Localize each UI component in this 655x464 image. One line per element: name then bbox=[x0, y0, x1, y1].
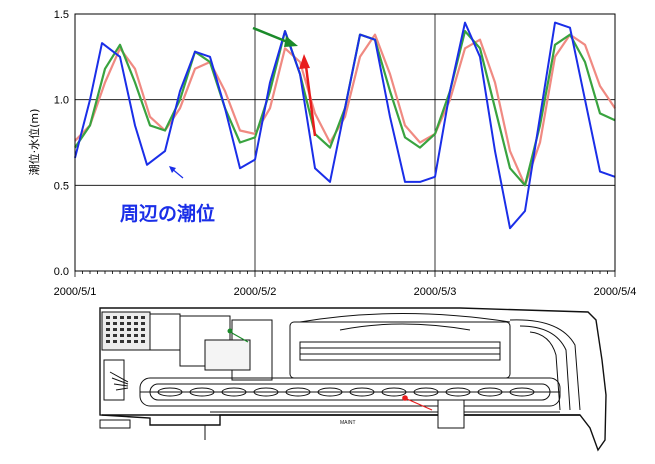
series-layer bbox=[74, 21, 616, 230]
series-line-0 bbox=[74, 21, 616, 230]
red-arrow-head bbox=[299, 54, 310, 69]
plan-label: MAINT bbox=[340, 420, 356, 426]
x-tick-label: 2000/5/4 bbox=[594, 286, 637, 298]
green-arrow bbox=[252, 26, 291, 45]
y-tick-label: 1.0 bbox=[54, 95, 69, 107]
annotation-pointer-head bbox=[169, 166, 176, 173]
x-tick-label: 2000/5/3 bbox=[414, 286, 457, 298]
y-axis-label: 潮位·水位(m) bbox=[27, 109, 41, 176]
y-axis: 0.0 0.5 1.0 1.5 bbox=[54, 9, 69, 278]
x-tick-label: 2000/5/2 bbox=[234, 286, 277, 298]
plan-marker-green bbox=[227, 328, 233, 334]
x-axis: 2000/5/1 2000/5/2 2000/5/3 2000/5/4 bbox=[54, 271, 637, 298]
y-tick-label: 1.5 bbox=[54, 9, 69, 21]
red-arrow bbox=[304, 65, 317, 137]
y-tick-label: 0.5 bbox=[54, 180, 69, 192]
annotation-label: 周辺の潮位 bbox=[120, 202, 215, 225]
x-tick-label: 2000/5/1 bbox=[54, 286, 97, 298]
plan-marker-red bbox=[402, 395, 408, 401]
y-tick-label: 0.0 bbox=[54, 266, 69, 278]
green-arrow-head bbox=[284, 36, 298, 47]
